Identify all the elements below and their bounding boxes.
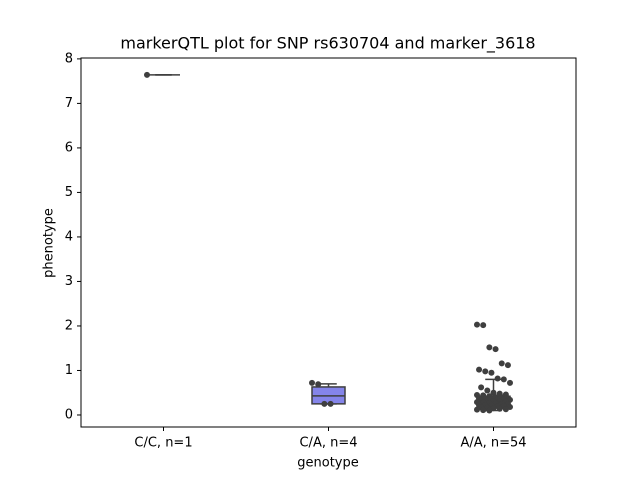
y-tick-label: 6 (65, 140, 73, 155)
y-tick-label: 3 (65, 274, 73, 289)
data-point (486, 407, 493, 414)
x-tick-label: C/A, n=4 (299, 436, 357, 451)
y-tick-label: 1 (65, 363, 73, 378)
y-tick-label: 2 (65, 318, 73, 333)
data-point (315, 381, 322, 388)
data-point (502, 406, 509, 413)
y-tick-label: 8 (65, 51, 73, 66)
data-point (496, 405, 503, 412)
y-tick-label: 7 (65, 96, 73, 111)
chart-title: markerQTL plot for SNP rs630704 and mark… (120, 34, 535, 54)
data-point (480, 407, 487, 414)
data-point (476, 366, 483, 373)
data-point (492, 346, 499, 353)
data-point (474, 406, 480, 413)
data-point (500, 376, 507, 383)
data-point (490, 389, 497, 396)
y-tick-label: 4 (65, 229, 73, 244)
data-point (144, 71, 150, 78)
data-point (321, 400, 328, 407)
data-point (478, 384, 485, 391)
data-point (494, 375, 501, 382)
y-axis-label: phenotype (42, 208, 57, 278)
x-tick-label: C/C, n=1 (134, 436, 192, 451)
data-point (504, 362, 511, 369)
x-axis-label: genotype (297, 456, 358, 471)
y-tick-label: 5 (65, 185, 73, 200)
data-point (474, 321, 480, 328)
x-tick-label: A/A, n=54 (460, 436, 526, 451)
data-point (309, 379, 315, 386)
data-point (484, 387, 491, 394)
data-point (498, 360, 505, 367)
data-point (480, 322, 487, 329)
y-tick-label: 0 (65, 407, 73, 422)
data-point (507, 379, 513, 386)
data-point (327, 400, 334, 407)
data-point (482, 368, 489, 375)
data-point (488, 369, 495, 376)
data-point (486, 344, 493, 351)
plot-frame (80, 57, 577, 428)
